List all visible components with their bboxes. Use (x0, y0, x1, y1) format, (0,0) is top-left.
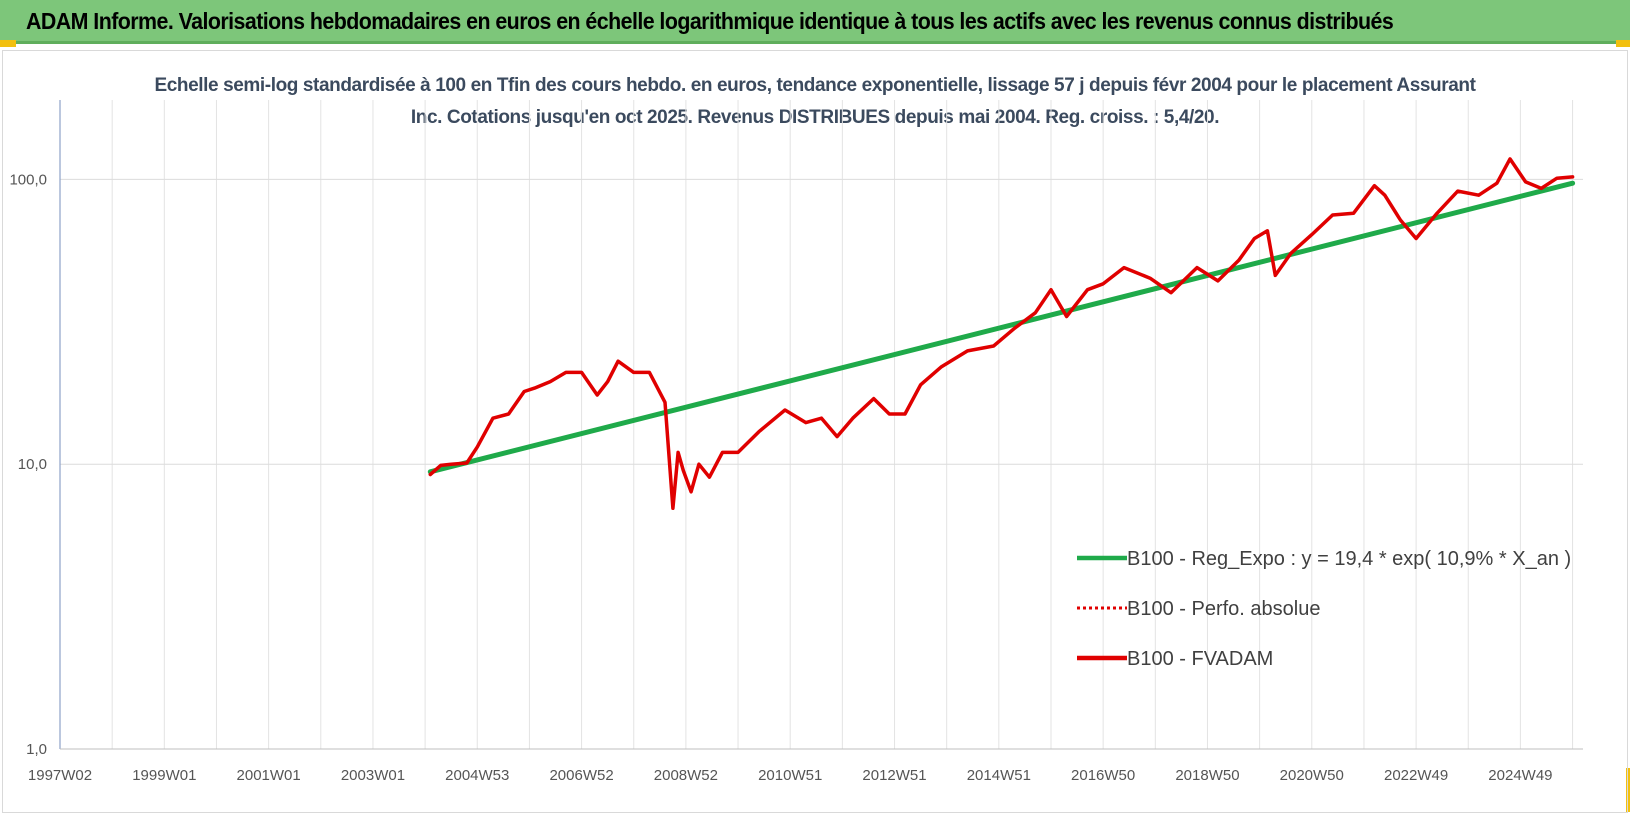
legend-label: B100 - FVADAM (1127, 648, 1273, 670)
y-tick-label: 10,0 (18, 456, 47, 473)
x-tick-label: 2006W52 (549, 767, 613, 784)
legend: B100 - Reg_Expo : y = 19,4 * exp( 10,9% … (1077, 548, 1571, 670)
x-tick-label: 2022W49 (1384, 767, 1448, 784)
legend-label: B100 - Reg_Expo : y = 19,4 * exp( 10,9% … (1127, 548, 1571, 570)
y-tick-label: 100,0 (9, 171, 47, 188)
series-line-0 (427, 180, 1576, 475)
axis-layer: 1,0 10,0 100,0 1997W02 1999W01 2001W01 2003W01… (9, 100, 1583, 784)
x-tick-label: 1997W02 (28, 767, 92, 784)
x-tick-label: 2024W49 (1488, 767, 1552, 784)
chart-frame (2, 50, 1628, 813)
y-tick-label: 1,0 (26, 741, 47, 758)
banner-title: ADAM Informe. Valorisations hebdomadaire… (26, 8, 1394, 34)
series-line-2 (428, 157, 1575, 511)
x-tick-label: 2004W53 (445, 767, 509, 784)
x-tick-label: 1999W01 (132, 767, 196, 784)
chart-title: Echelle semi-log standardisée à 100 en T… (154, 75, 1476, 128)
legend-label: B100 - Perfo. absolue (1127, 598, 1320, 620)
title-banner: ADAM Informe. Valorisations hebdomadaire… (0, 0, 1630, 44)
x-tick-label: 2018W50 (1175, 767, 1239, 784)
x-tick-label: 2003W01 (341, 767, 405, 784)
series-layer (427, 157, 1576, 511)
corner-marker-bottom-right (1626, 768, 1630, 812)
grid-layer (59, 100, 1583, 750)
x-tick-label: 2020W50 (1280, 767, 1344, 784)
x-tick-label: 2008W52 (654, 767, 718, 784)
x-tick-label: 2014W51 (967, 767, 1031, 784)
x-tick-label: 2016W50 (1071, 767, 1135, 784)
x-tick-label: 2010W51 (758, 767, 822, 784)
x-tick-label: 2001W01 (237, 767, 301, 784)
x-tick-label: 2012W51 (862, 767, 926, 784)
corner-marker-top-right (1616, 40, 1630, 47)
corner-marker-top-left (0, 40, 16, 47)
